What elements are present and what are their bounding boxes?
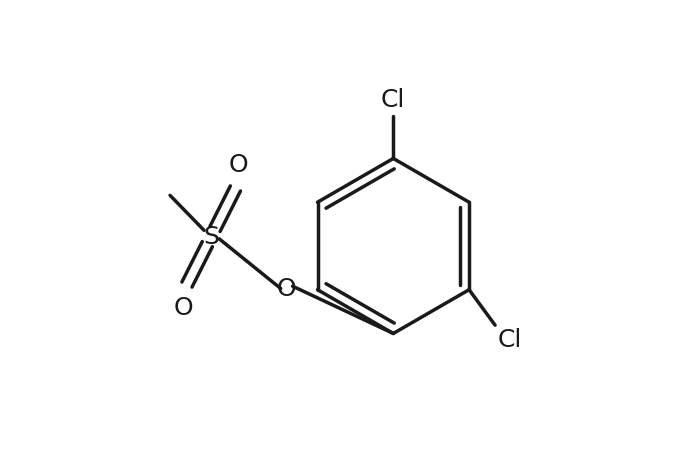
Text: S: S [203,225,219,248]
Text: O: O [277,277,297,300]
Text: Cl: Cl [381,88,406,112]
Text: O: O [229,153,248,177]
Text: Cl: Cl [498,327,522,351]
Text: O: O [174,296,194,320]
